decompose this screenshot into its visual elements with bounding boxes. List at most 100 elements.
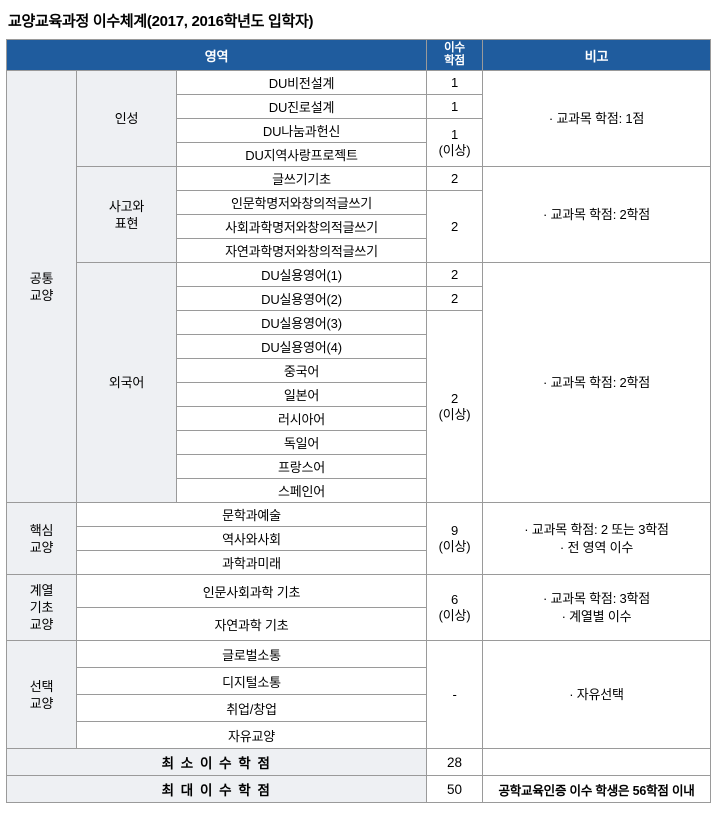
note-cell: · 자유선택 bbox=[482, 640, 712, 749]
credit-cell: 2 bbox=[426, 166, 484, 191]
summary-credit: 28 bbox=[426, 748, 484, 776]
note-line1: · 교과목 학점: 2 또는 3학점 bbox=[524, 521, 669, 537]
table-row: 사회과학명저와창의적글쓰기 bbox=[7, 214, 711, 239]
course-cell: 글로벌소통 bbox=[75, 640, 428, 668]
course-cell: 중국어 bbox=[175, 358, 428, 383]
table-row: 중국어 bbox=[7, 358, 711, 383]
course-cell: DU진로설계 bbox=[175, 94, 428, 119]
credit-line1: 6 bbox=[451, 591, 459, 607]
course-cell: 글쓰기기초 bbox=[175, 166, 428, 191]
summary-credit: 50 bbox=[426, 775, 484, 803]
credit-cell: 6 (이상) bbox=[426, 574, 484, 641]
table-row: 핵심 교양 문학과예술 9 (이상) · 교과목 학점: 2 또는 3학점 · … bbox=[6, 502, 712, 575]
summary-note: 공학교육인증 이수 학생은 56학점 이내 bbox=[482, 775, 712, 803]
table-row: 일본어 bbox=[7, 382, 711, 407]
course-cell: 인문사회과학 기초 bbox=[75, 574, 428, 608]
table-row: 자연과학명저와창의적글쓰기 bbox=[7, 238, 711, 263]
table-body: 공통 교양 인성 DU비전설계 1 · 교과목 학점: 1점 DU진로설계 1 … bbox=[5, 70, 712, 803]
table-row: 독일어 bbox=[7, 430, 711, 455]
course-cell: DU실용영어(2) bbox=[175, 286, 428, 311]
table-row: 자유교양 bbox=[7, 721, 711, 749]
table-row: 과학과미래 bbox=[7, 550, 711, 575]
table-header: 영역 이수 학점 비고 bbox=[5, 39, 712, 71]
course-cell: 프랑스어 bbox=[175, 454, 428, 479]
header-area: 영역 bbox=[5, 39, 428, 71]
credit-cell: 2 bbox=[426, 190, 484, 263]
course-cell: DU나눔과헌신 bbox=[175, 118, 428, 143]
table-row: 인문학명저와창의적글쓰기 2 bbox=[7, 190, 711, 263]
header-note: 비고 bbox=[482, 39, 712, 71]
header-credit: 이수 학점 bbox=[426, 39, 484, 71]
header-credit-line2: 학점 bbox=[444, 55, 465, 67]
table-row: DU실용영어(3) 2 (이상) bbox=[7, 310, 711, 503]
course-cell: 러시아어 bbox=[175, 406, 428, 431]
area-line2: 기초 bbox=[29, 600, 54, 615]
course-cell: 자유교양 bbox=[75, 721, 428, 749]
area-line2: 교양 bbox=[29, 539, 54, 555]
area-cell-basic: 계열 기초 교양 bbox=[6, 574, 77, 641]
table-row: DU실용영어(2) 2 bbox=[7, 286, 711, 311]
credit-cell: 1 bbox=[426, 70, 484, 95]
curriculum-table: 영역 이수 학점 비고 공통 교양 인성 DU비전설계 1 · bbox=[5, 39, 712, 803]
note-cell: · 교과목 학점: 2학점 bbox=[482, 166, 712, 263]
area-cell-common: 공통 교양 bbox=[6, 70, 77, 503]
subarea-cell-foreign: 외국어 bbox=[76, 262, 177, 503]
subarea-cell-sagowa: 사고와 표현 bbox=[76, 166, 177, 263]
course-cell: DU실용영어(1) bbox=[175, 262, 428, 287]
note-cell: · 교과목 학점: 3학점 · 계열별 이수 bbox=[482, 574, 712, 641]
table-row: DU실용영어(4) bbox=[7, 334, 711, 359]
subarea-line1: 외국어 bbox=[108, 375, 145, 390]
credit-line2: (이상) bbox=[438, 538, 471, 554]
course-cell: DU지역사랑프로젝트 bbox=[175, 142, 428, 167]
table-row: 선택 교양 글로벌소통 - · 자유선택 bbox=[6, 640, 712, 749]
credit-line2: (이상) bbox=[438, 406, 471, 422]
summary-row-max: 최 대 이 수 학 점 50 공학교육인증 이수 학생은 56학점 이내 bbox=[5, 775, 712, 803]
course-cell: 과학과미래 bbox=[75, 550, 428, 575]
course-cell: DU실용영어(3) bbox=[175, 310, 428, 335]
summary-note bbox=[482, 748, 712, 776]
area-line1: 공통 bbox=[29, 270, 54, 286]
note-line1: · 교과목 학점: 3학점 bbox=[542, 590, 651, 606]
credit-line1: 2 bbox=[451, 390, 459, 406]
note-line2: · 계열별 이수 bbox=[561, 608, 632, 624]
table-row: 계열 기초 교양 인문사회과학 기초 6 (이상) · 교과목 학점: 3학점 … bbox=[6, 574, 712, 641]
course-cell: 일본어 bbox=[175, 382, 428, 407]
table-row: 디지털소통 bbox=[7, 667, 711, 695]
credit-line1: 1 bbox=[451, 126, 459, 142]
subarea-line2: 표현 bbox=[114, 215, 139, 231]
table-row: 스페인어 bbox=[7, 478, 711, 503]
course-cell: 스페인어 bbox=[175, 478, 428, 503]
course-cell: DU실용영어(4) bbox=[175, 334, 428, 359]
note-line2: · 전 영역 이수 bbox=[559, 539, 634, 555]
table-row: 역사와사회 bbox=[7, 526, 711, 551]
course-cell: 디지털소통 bbox=[75, 667, 428, 695]
area-cell-core: 핵심 교양 bbox=[6, 502, 77, 575]
course-cell: 인문학명저와창의적글쓰기 bbox=[175, 190, 428, 215]
subarea-cell-insung: 인성 bbox=[76, 70, 177, 167]
area-line1: 핵심 bbox=[29, 522, 54, 538]
course-cell: DU비전설계 bbox=[175, 70, 428, 95]
summary-label: 최 소 이 수 학 점 bbox=[5, 748, 428, 776]
credit-cell: 2 bbox=[426, 262, 484, 287]
table-row: 취업/창업 bbox=[7, 694, 711, 722]
note-cell: · 교과목 학점: 1점 bbox=[482, 70, 712, 167]
note-cell: · 교과목 학점: 2학점 bbox=[482, 262, 712, 503]
area-line1: 선택 bbox=[29, 678, 54, 694]
course-cell: 취업/창업 bbox=[75, 694, 428, 722]
credit-cell: 9 (이상) bbox=[426, 502, 484, 575]
credit-cell: 2 bbox=[426, 286, 484, 311]
subarea-line1: 사고와 bbox=[108, 198, 145, 214]
table-row: 러시아어 bbox=[7, 406, 711, 431]
table-row: 공통 교양 인성 DU비전설계 1 · 교과목 학점: 1점 bbox=[6, 70, 712, 503]
area-line2: 교양 bbox=[29, 287, 54, 303]
credit-cell: 1 bbox=[426, 94, 484, 119]
credit-cell: 1 (이상) bbox=[426, 118, 484, 167]
table-row: 사고와 표현 글쓰기기초 2 · 교과목 학점: 2학점 bbox=[7, 166, 712, 263]
credit-cell: 2 (이상) bbox=[426, 310, 484, 503]
area-line1: 계열 bbox=[29, 583, 54, 598]
credit-line1: 9 bbox=[451, 522, 459, 538]
credit-cell: - bbox=[426, 640, 484, 749]
page-title: 교양교육과정 이수체계(2017, 2016학년도 입학자) bbox=[8, 13, 314, 30]
course-cell: 자연과학명저와창의적글쓰기 bbox=[175, 238, 428, 263]
